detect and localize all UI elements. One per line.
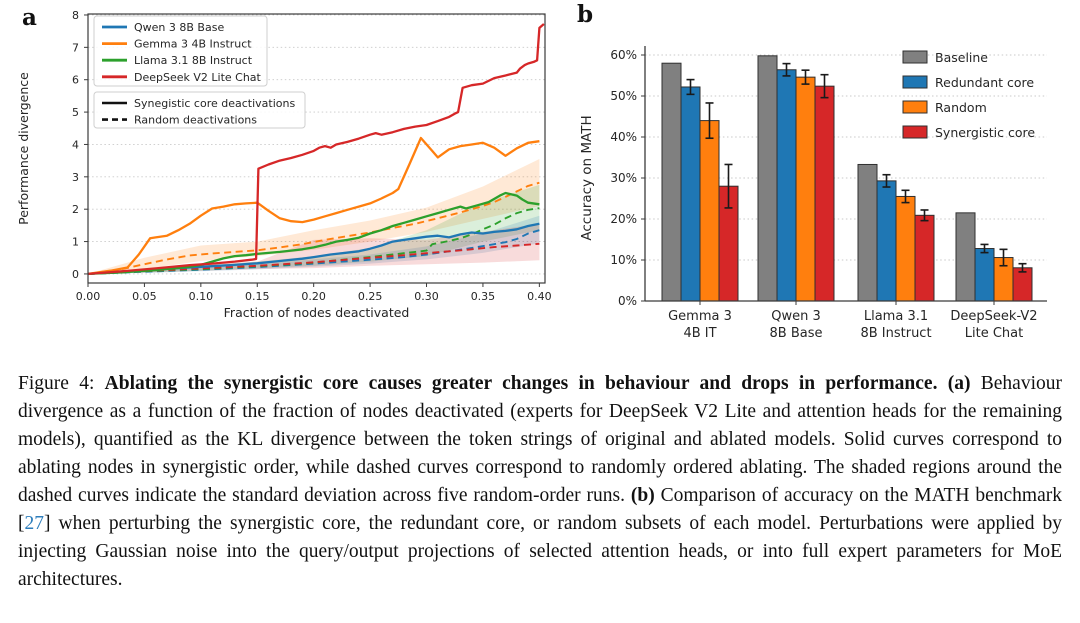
y-tick-label: 20% [610, 212, 637, 226]
y-tick-label: 50% [610, 89, 637, 103]
bar-random-group-0 [699, 120, 720, 302]
category-label-line2: 4B IT [683, 326, 716, 341]
bar-synergistic-core-group-2 [914, 214, 935, 302]
y-tick-label: 2 [72, 203, 79, 216]
x-tick-label: 0.00 [76, 290, 101, 303]
y-tick-label: 60% [610, 48, 637, 62]
legend-patch-synergistic-core [902, 125, 928, 139]
legend-style-label: Random deactivations [134, 114, 257, 127]
caption-text-segment: Behaviour divergence as a function of th… [18, 373, 1062, 506]
line-chart-performance-divergence: 0.00 0.05 0.10 0.15 0.20 0.25 0.30 0.35 0.40 0 1 2 3… [16, 9, 552, 320]
legend-model-label: Llama 3.1 8B Instruct [134, 54, 253, 67]
bar-random-group-1 [795, 76, 816, 302]
panel-b-label: b [577, 1, 594, 28]
bar-redundant-core-group-2 [876, 180, 897, 302]
y-tick-label: 0 [72, 268, 79, 281]
caption-text-segment: Ablating the synergistic core causes gre… [104, 373, 971, 394]
y-tick-label: 5 [72, 106, 79, 119]
bar-baseline-group-2 [857, 163, 878, 302]
x-tick-label: 0.15 [245, 290, 270, 303]
legend-patch-redundant-core [902, 75, 928, 89]
bar-synergistic-core-group-3 [1012, 267, 1033, 302]
y-axis-label: Accuracy on MATH [579, 115, 595, 240]
category-label-line2: Lite Chat [965, 326, 1023, 341]
category-label-line1: DeepSeek-V2 [950, 309, 1037, 324]
deepseek-random-band [88, 223, 540, 274]
llama-random-band [88, 184, 540, 274]
bar-redundant-core-group-1 [776, 69, 797, 302]
series-qwen-3-8b-base-synergistic-line [87, 222, 540, 276]
series-deepseek-v2-lite-chat-random-line [87, 242, 540, 275]
series-deepseek-v2-lite-chat-synergistic-line [87, 23, 545, 276]
bar-synergistic-core-group-1 [814, 85, 835, 302]
y-tick-label: 30% [610, 171, 637, 185]
series-gemma-3-4b-instruct-synergistic-line [87, 136, 540, 276]
legend-styles-box [93, 91, 306, 129]
bar-baseline-group-1 [757, 55, 778, 302]
legend-label: Random [935, 100, 987, 115]
series-gemma-3-4b-instruct-random-line [87, 181, 540, 275]
category-label-line2: 8B Instruct [860, 326, 931, 341]
x-tick-label: 0.20 [301, 290, 326, 303]
x-tick-label: 0.25 [358, 290, 383, 303]
plot-border [87, 13, 546, 284]
y-tick-label: 0% [618, 294, 637, 308]
legend-label: Redundant core [935, 75, 1034, 90]
y-tick-label: 3 [72, 171, 79, 184]
category-label-line1: Llama 3.1 [864, 309, 928, 324]
x-tick-label: 0.30 [414, 290, 439, 303]
category-label-line1: Gemma 3 [668, 309, 732, 324]
citation-link-27[interactable]: 27 [24, 513, 45, 534]
bar-redundant-core-group-0 [680, 86, 701, 302]
figure-caption: Figure 4: Ablating the synergistic core … [18, 370, 1062, 594]
series-llama-3-1-8b-instruct-synergistic-line [87, 191, 540, 276]
legend-patch-baseline [902, 50, 928, 64]
category-label-line1: Qwen 3 [771, 309, 821, 324]
y-axis-label: Performance divergence [16, 72, 31, 225]
legend-label: Baseline [935, 50, 988, 65]
y-tick-label: 4 [72, 138, 79, 151]
y-tick-label: 40% [610, 130, 637, 144]
legend-model-label: Gemma 3 4B Instruct [134, 38, 252, 51]
y-tick-label: 10% [610, 253, 637, 267]
x-tick-label: 0.35 [471, 290, 496, 303]
qwen-random-band [88, 215, 540, 274]
panel-a-label: a [22, 4, 37, 31]
y-tick-label: 8 [72, 9, 79, 22]
caption-text-segment: (b) [630, 485, 655, 506]
y-tick-label: 7 [72, 41, 79, 54]
bar-baseline-group-0 [661, 62, 682, 302]
legend-patch-random [902, 100, 928, 114]
legend-style-label: Synegistic core deactivations [134, 97, 295, 110]
bar-redundant-core-group-3 [974, 248, 995, 302]
x-tick-label: 0.10 [189, 290, 214, 303]
y-tick-label: 6 [72, 74, 79, 87]
caption-text-segment: ] when perturbing the synergistic core, … [18, 513, 1062, 590]
x-tick-label: 0.40 [527, 290, 552, 303]
category-label-line2: 8B Base [770, 326, 823, 341]
bar-baseline-group-3 [955, 212, 976, 302]
legend-model-label: DeepSeek V2 Lite Chat [134, 71, 262, 84]
legend-label: Synergistic core [935, 125, 1035, 140]
bar-chart-math-accuracy: 0% 10% 20% 30% 40% 50% 60% Gemma 3 4B IT Qwen 3 8B… [579, 46, 1047, 341]
x-axis-label: Fraction of nodes deactivated [224, 305, 410, 320]
y-tick-label: 1 [72, 236, 79, 249]
caption-text-segment: Figure 4: [18, 373, 105, 394]
bar-random-group-2 [895, 195, 916, 302]
legend-model-label: Qwen 3 8B Base [134, 21, 224, 34]
figure-charts-row: a b 0.00 0.05 0.10 0.15 0.20 0.25 0.30 0.35 0.40… [16, 1, 1047, 341]
caption-text-segment: Comparison of accuracy on the MATH bench… [18, 485, 1063, 534]
legend-models-box [93, 15, 268, 87]
x-tick-label: 0.05 [132, 290, 157, 303]
